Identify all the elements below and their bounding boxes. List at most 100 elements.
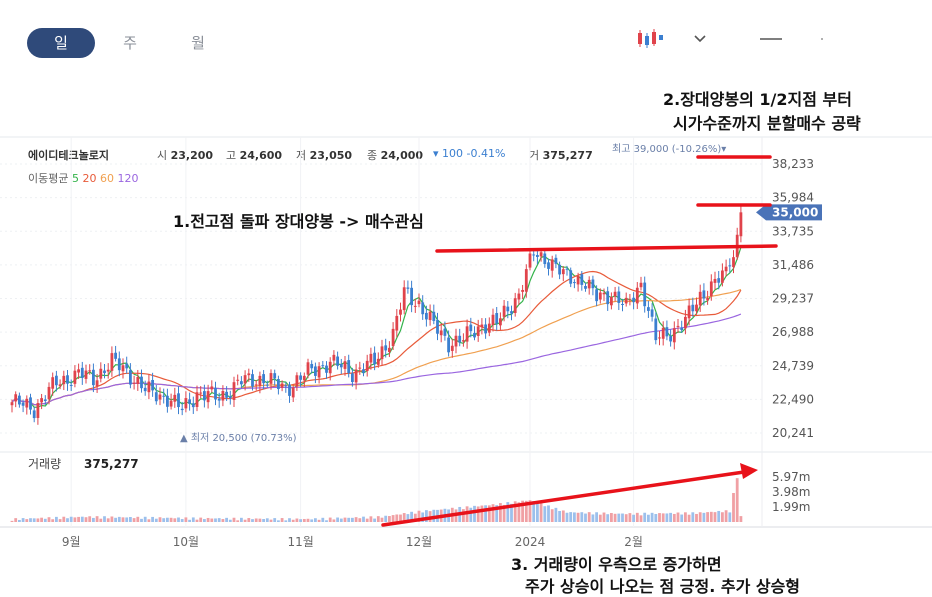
volume-bar [702, 512, 706, 522]
volume-bar [195, 519, 199, 522]
candle-body [676, 325, 680, 327]
volume-bar [106, 518, 110, 522]
volume-bar [125, 517, 129, 522]
candle-body [454, 335, 458, 347]
volume-bar [225, 517, 228, 522]
candle-body [132, 382, 136, 384]
volume-bar [661, 513, 665, 522]
candle-body [465, 326, 469, 342]
candle-body [221, 390, 225, 401]
candle-body [243, 375, 247, 384]
candle-body [576, 275, 580, 285]
candle-body [299, 375, 302, 380]
volume-bar [573, 512, 576, 522]
volume-bar [647, 514, 650, 522]
ma120-legend: 120 [117, 172, 139, 185]
candle-body [84, 370, 88, 379]
volume-bar [621, 513, 624, 522]
chevron-down-icon[interactable] [692, 28, 708, 50]
x-tick-label: 12월 [406, 535, 432, 549]
candle-body [654, 318, 658, 341]
candle-body [665, 327, 669, 337]
candle-body [43, 399, 47, 402]
candle-body [565, 268, 569, 270]
volume-bar [680, 514, 684, 522]
volume-bar [384, 515, 388, 522]
volume-bar [306, 518, 310, 522]
volume-bar [29, 518, 32, 522]
candle-body [658, 337, 661, 339]
volume-bar [354, 517, 358, 522]
volume-bar [406, 514, 410, 522]
volume-bar [632, 514, 635, 522]
volume-value: 375,277 [84, 457, 139, 471]
candle-body [191, 403, 195, 408]
candle-body [10, 402, 14, 406]
candle-body [358, 367, 362, 369]
volume-bar [191, 517, 195, 522]
tab-week[interactable]: 주 [123, 34, 137, 52]
candle-body [92, 369, 95, 386]
candle-body [251, 374, 254, 387]
candle-body [328, 361, 332, 374]
ma-legend-label: 이동평균 [28, 172, 69, 185]
candle-body [639, 282, 643, 288]
candle-body [428, 311, 432, 321]
candle-body [280, 383, 284, 388]
candle-body [310, 363, 314, 369]
tab-month[interactable]: 월 [191, 34, 205, 52]
candle-body [306, 362, 310, 375]
candle-body [80, 367, 84, 378]
candle-body [277, 379, 280, 390]
volume-bar [295, 518, 299, 522]
x-tick-label: 11월 [287, 535, 313, 549]
candle-body [595, 289, 598, 302]
candle-body [462, 340, 465, 342]
candle-body [214, 387, 217, 400]
high-price: 고 24,600 [226, 147, 282, 163]
y-tick-label: 31,486 [772, 258, 814, 272]
volume-bar [717, 510, 721, 522]
volume-bar [273, 518, 277, 522]
open-price: 시 23,200 [157, 147, 213, 163]
candle-body [443, 328, 447, 336]
candle-body [21, 402, 25, 406]
volume-bar [410, 511, 413, 522]
volume-bar [528, 500, 532, 522]
volume-bar [709, 511, 713, 522]
volume-bar [180, 519, 184, 522]
volume-bar [524, 500, 528, 522]
candle-body [399, 309, 402, 315]
volume-bar [88, 516, 92, 522]
volume-label: 거 [529, 149, 540, 162]
candle-body [384, 345, 388, 351]
volume-bar [506, 502, 510, 522]
volume-bar [258, 518, 262, 522]
candle-body [573, 282, 576, 284]
candle-body [721, 270, 724, 283]
candle-body [650, 309, 654, 317]
candle-body [532, 254, 536, 256]
volume-bar [606, 514, 610, 522]
volume-bar [425, 510, 428, 522]
tab-day[interactable]: 일 [27, 28, 95, 58]
annotation-3-line2: 주가 상승이 나오는 점 긍정. 추가 상승형 [525, 577, 801, 596]
candle-chart-type-icon[interactable] [636, 28, 666, 50]
candle-body [561, 269, 565, 275]
candle-body [143, 387, 147, 392]
volume-tick-label: 1.99m [772, 500, 810, 514]
candle-body [247, 373, 251, 376]
minimize-icon[interactable] [758, 28, 784, 50]
candle-body [569, 270, 573, 284]
volume-bar [684, 512, 687, 522]
y-tick-label: 26,988 [772, 325, 814, 339]
volume-bar [40, 517, 43, 522]
y-tick-label: 22,490 [772, 392, 814, 406]
candle-body [236, 379, 240, 381]
candle-body [32, 410, 36, 419]
more-icon[interactable] [818, 28, 826, 50]
candle-body [62, 375, 66, 385]
volume-bar [654, 514, 658, 522]
candle-body [558, 264, 561, 275]
y-tick-label: 35,984 [772, 191, 814, 205]
